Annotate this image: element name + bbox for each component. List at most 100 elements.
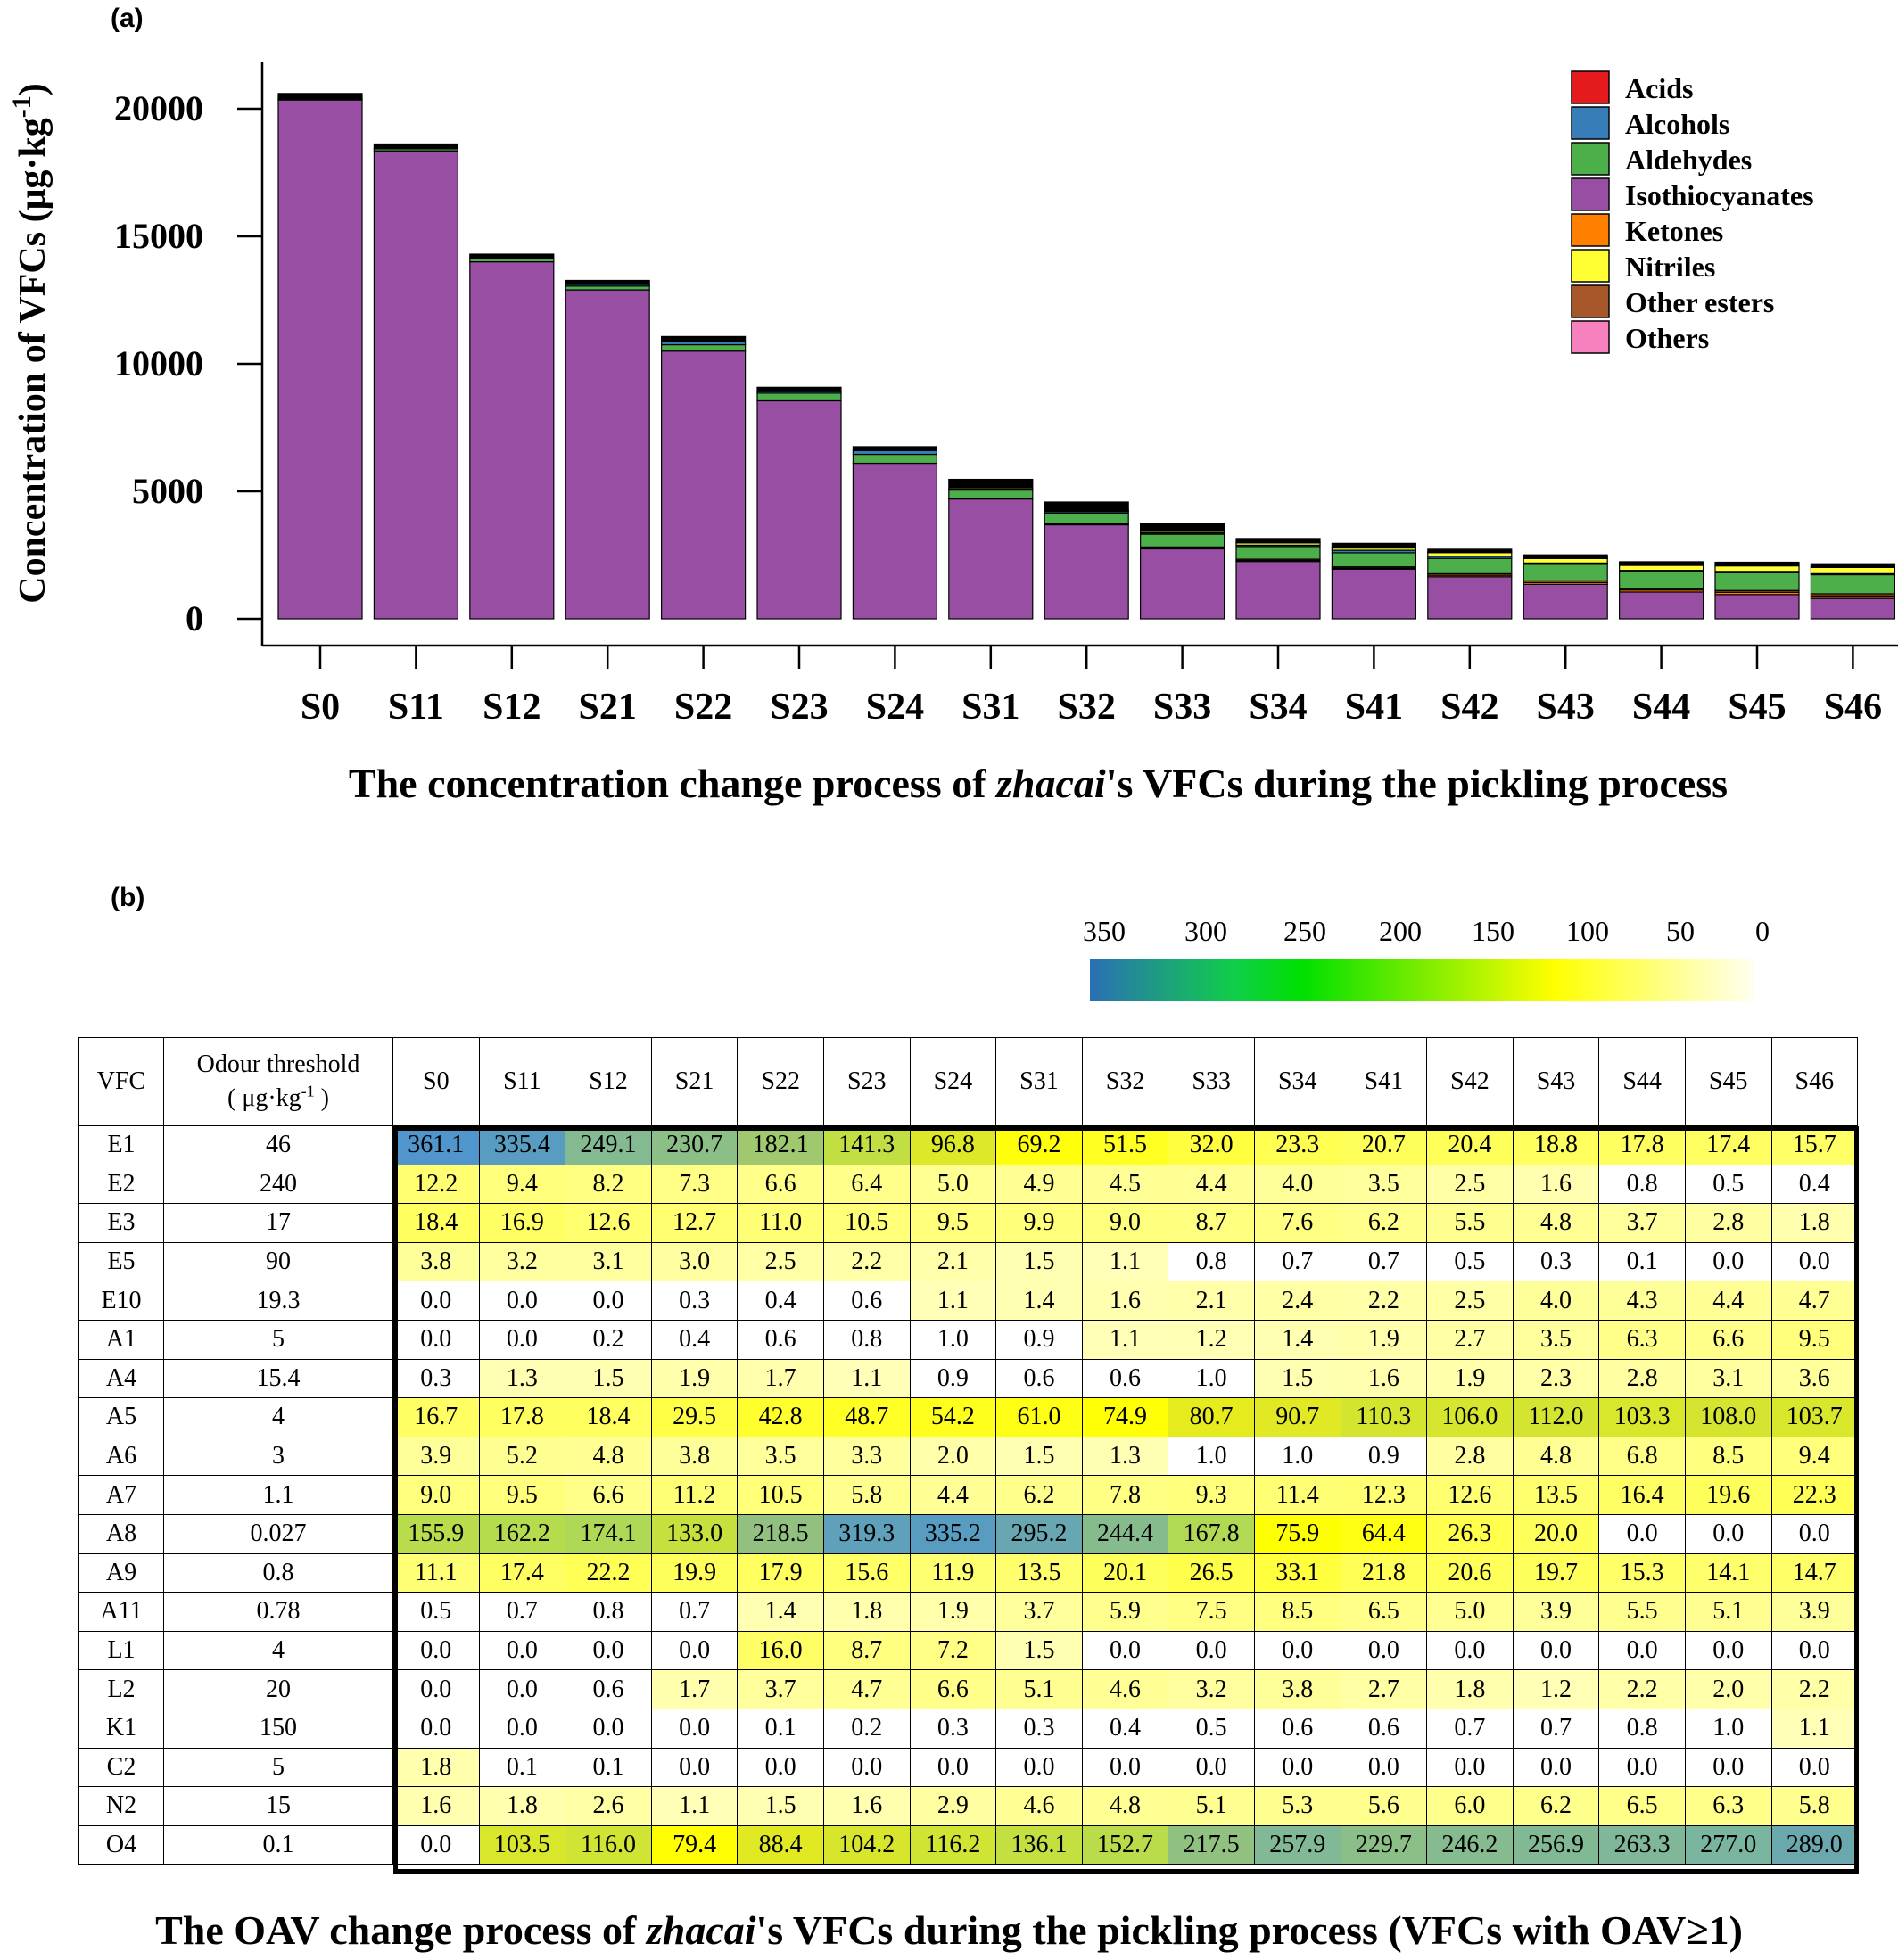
colorbar-tick-label: 100 xyxy=(1566,915,1609,947)
bar-segment-isothiocyanates xyxy=(1139,548,1225,620)
oav-cell: 2.2 xyxy=(1770,1669,1859,1709)
legend-label: Acids xyxy=(1625,72,1693,104)
oav-cell: 0.0 xyxy=(1770,1513,1859,1554)
table-row: A6 3 3.9 5.2 4.8 3.8 3.5 3.3 2.0 1.5 1.3 1.0 1.0 0.9 2… xyxy=(78,1436,1859,1477)
table-row: E1 46 361.1 335.4 249.1 230.7 182.1 141.3 96.8 69… xyxy=(78,1125,1859,1165)
oav-cell: 0.0 xyxy=(392,1824,480,1865)
oav-cell: 1.6 xyxy=(392,1786,480,1826)
bar-segment-aldehydes xyxy=(948,489,1034,500)
bar-segment-aldehydes xyxy=(660,343,747,352)
oav-cell: 361.1 xyxy=(392,1125,480,1165)
oav-cell: 1.1 xyxy=(822,1358,911,1399)
oav-cell: 0.7 xyxy=(1253,1241,1341,1282)
bar-segment-isothiocyanates xyxy=(1810,597,1896,620)
threshold-cell: 4 xyxy=(163,1630,393,1671)
x-tick-label: S21 xyxy=(579,687,637,728)
bar-segment-aldehydes xyxy=(1139,533,1225,548)
oav-cell: 1.9 xyxy=(909,1592,997,1632)
header-sample: S41 xyxy=(1340,1037,1428,1126)
vfc-cell: A5 xyxy=(78,1397,164,1437)
oav-cell: 4.9 xyxy=(995,1164,1083,1205)
oav-cell: 3.8 xyxy=(392,1241,480,1282)
oav-cell: 6.3 xyxy=(1684,1786,1772,1826)
bar-segment-aldehydes xyxy=(1810,573,1896,595)
oav-cell: 0.0 xyxy=(1684,1747,1772,1788)
bar-segment-other xyxy=(1139,523,1225,531)
oav-cell: 108.0 xyxy=(1684,1397,1772,1437)
oav-cell: 2.8 xyxy=(1426,1436,1514,1477)
x-tick-label: S45 xyxy=(1728,687,1786,728)
oav-cell: 3.5 xyxy=(1340,1164,1428,1205)
oav-cell: 3.6 xyxy=(1770,1358,1859,1399)
threshold-cell: 15 xyxy=(163,1786,393,1826)
oav-cell: 0.6 xyxy=(1340,1708,1428,1749)
oav-cell: 6.4 xyxy=(822,1164,911,1205)
bar-segment-isothiocyanates xyxy=(373,150,458,620)
threshold-cell: 0.78 xyxy=(163,1592,393,1632)
oav-cell: 1.5 xyxy=(995,1241,1083,1282)
bar-segment-isothiocyanates xyxy=(948,498,1034,620)
oav-cell: 6.2 xyxy=(995,1475,1083,1515)
oav-cell: 11.2 xyxy=(650,1475,739,1515)
oav-cell: 20.1 xyxy=(1081,1552,1169,1594)
oav-cell: 229.7 xyxy=(1340,1824,1428,1865)
bar-segment-other xyxy=(852,446,938,451)
oav-cell: 0.1 xyxy=(1598,1241,1686,1282)
oav-cell: 11.0 xyxy=(737,1203,824,1243)
vfc-cell: A1 xyxy=(78,1319,164,1360)
bar-segment-other xyxy=(277,93,363,100)
oav-cell: 141.3 xyxy=(822,1125,911,1165)
oav-cell: 0.8 xyxy=(822,1319,911,1360)
oav-cell: 19.9 xyxy=(650,1552,739,1594)
oav-cell: 2.5 xyxy=(1426,1281,1514,1321)
oav-cell: 16.4 xyxy=(1598,1475,1686,1515)
oav-cell: 4.7 xyxy=(822,1669,911,1709)
oav-cell: 3.1 xyxy=(1684,1358,1772,1399)
header-sample: S45 xyxy=(1684,1037,1772,1126)
chart-caption: The concentration change process of zhac… xyxy=(178,760,1898,807)
oav-cell: 263.3 xyxy=(1598,1824,1686,1865)
oav-cell: 96.8 xyxy=(909,1125,997,1165)
oav-cell: 2.8 xyxy=(1684,1203,1772,1243)
colorbar-tick-label: 350 xyxy=(1083,915,1126,947)
oav-cell: 174.1 xyxy=(565,1513,652,1554)
bar-segment-isothiocyanates xyxy=(1044,523,1129,620)
table-row: C2 5 1.8 0.1 0.1 0.0 0.0 0.0 0.0 0.0 0.0 0.0 0.0 0.0 0… xyxy=(78,1747,1859,1788)
vfc-cell: E2 xyxy=(78,1164,164,1205)
caption-b-post: 's VFCs during the pickling process (VFC… xyxy=(755,1907,1743,1953)
table-row: K1 150 0.0 0.0 0.0 0.0 0.1 0.2 0.3 0.3 0.4 0.5 0.6 0.… xyxy=(78,1708,1859,1749)
oav-cell: 4.7 xyxy=(1770,1281,1859,1321)
x-tick-label: S41 xyxy=(1345,687,1403,728)
bar-segment-aldehydes xyxy=(1523,564,1608,581)
oav-cell: 4.0 xyxy=(1253,1164,1341,1205)
colorbar-tick-label: 200 xyxy=(1379,915,1422,947)
oav-cell: 20.6 xyxy=(1426,1552,1514,1594)
oav-cell: 6.6 xyxy=(1684,1319,1772,1360)
oav-cell: 319.3 xyxy=(822,1513,911,1554)
oav-cell: 9.4 xyxy=(478,1164,566,1205)
oav-cell: 0.0 xyxy=(565,1281,652,1321)
oav-cell: 0.0 xyxy=(392,1630,480,1671)
oav-cell: 0.0 xyxy=(1684,1630,1772,1671)
oav-cell: 23.3 xyxy=(1253,1125,1341,1165)
oav-cell: 5.2 xyxy=(478,1436,566,1477)
bar-segment-isothiocyanates xyxy=(565,289,650,620)
header-sample: S46 xyxy=(1770,1037,1859,1126)
legend-swatch xyxy=(1571,106,1610,140)
colorbar-tick-label: 250 xyxy=(1283,915,1326,947)
x-tick-label: S32 xyxy=(1058,687,1116,728)
oav-cell: 1.4 xyxy=(1253,1319,1341,1360)
stacked-bar-chart: 0 5000 10000 15000 20000 Concentration of VFC… xyxy=(7,62,1898,728)
oav-cell: 5.6 xyxy=(1340,1786,1428,1826)
x-tick-label: S22 xyxy=(674,687,732,728)
oav-cell: 103.5 xyxy=(478,1824,566,1865)
bar-segment-other xyxy=(1523,554,1608,558)
oav-cell: 2.7 xyxy=(1340,1669,1428,1709)
threshold-cell: 1.1 xyxy=(163,1475,393,1515)
oav-cell: 0.7 xyxy=(478,1592,566,1632)
oav-cell: 5.1 xyxy=(1684,1592,1772,1632)
x-tick-label: S0 xyxy=(301,687,340,728)
oav-cell: 54.2 xyxy=(909,1397,997,1437)
threshold-cell: 0.1 xyxy=(163,1824,393,1865)
oav-cell: 1.1 xyxy=(1081,1241,1169,1282)
